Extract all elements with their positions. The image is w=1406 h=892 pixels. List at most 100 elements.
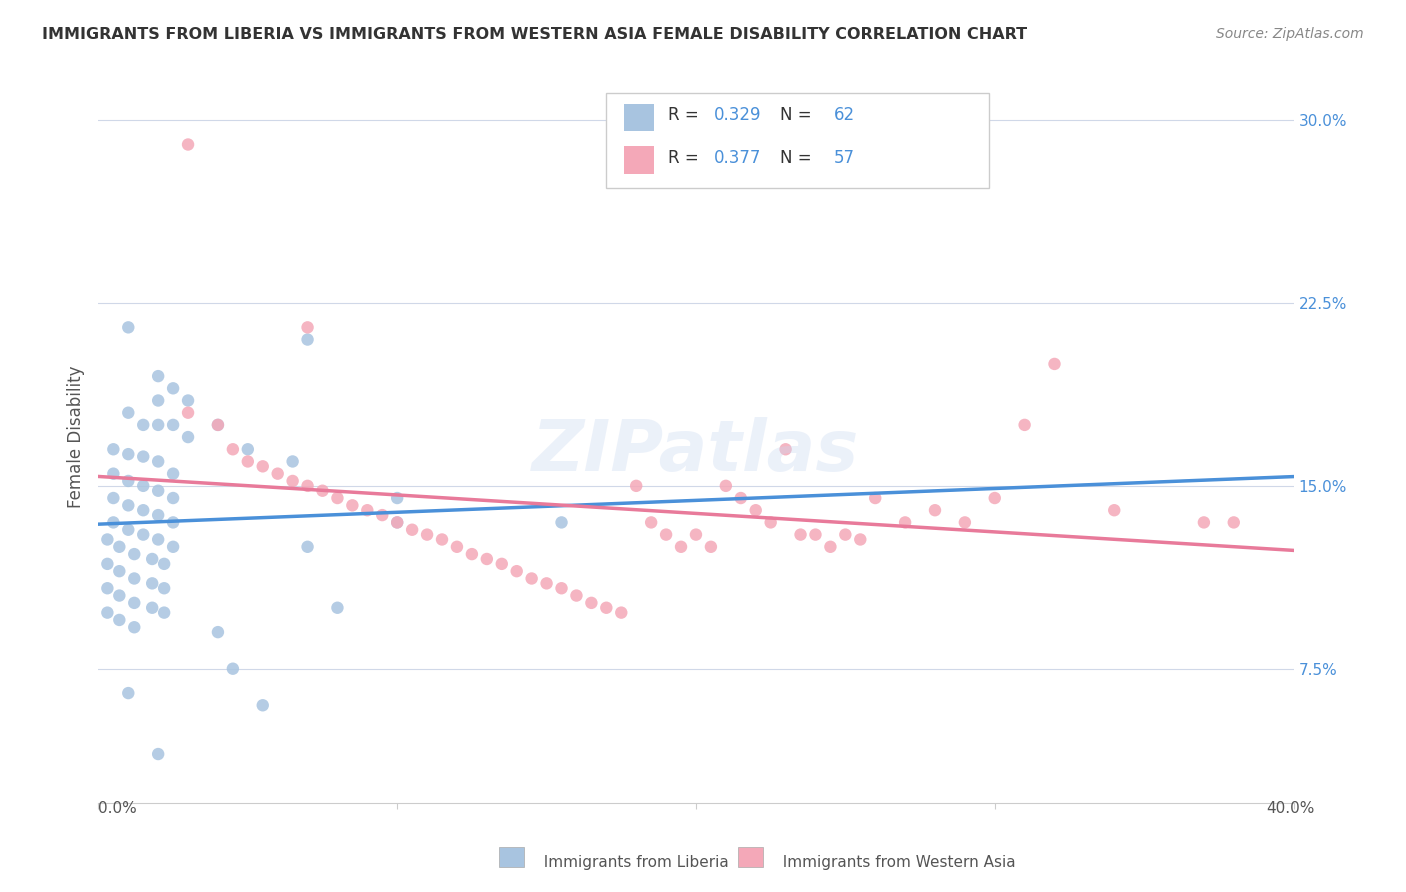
Text: 0.0%: 0.0% [98, 801, 138, 816]
Point [326, 600, 349, 615]
Point [148, 508, 170, 522]
Point [96, 581, 118, 595]
Text: ZIPatlas: ZIPatlas [533, 417, 859, 486]
Point [834, 527, 856, 541]
Text: Immigrants from Liberia: Immigrants from Liberia [534, 855, 730, 870]
Point [96, 557, 118, 571]
Point [385, 516, 409, 530]
Point [281, 454, 304, 468]
Point [297, 479, 319, 493]
Point [401, 523, 423, 537]
Point [177, 430, 200, 444]
Point [1223, 516, 1246, 530]
Text: Immigrants from Western Asia: Immigrants from Western Asia [773, 855, 1017, 870]
Point [207, 625, 229, 640]
Point [1104, 503, 1126, 517]
Point [804, 527, 827, 541]
Point [162, 467, 184, 481]
Y-axis label: Female Disability: Female Disability [66, 366, 84, 508]
Point [685, 527, 707, 541]
Point [820, 540, 842, 554]
Point [924, 503, 946, 517]
Point [124, 547, 146, 561]
Point [108, 589, 131, 603]
Point [865, 491, 887, 505]
Point [117, 406, 139, 420]
Text: 40.0%: 40.0% [1267, 801, 1315, 816]
Text: N =: N = [779, 149, 817, 167]
Point [148, 533, 170, 547]
Point [595, 600, 617, 615]
Point [96, 606, 118, 620]
Point [714, 479, 737, 493]
Point [222, 662, 245, 676]
Point [148, 417, 170, 432]
Point [103, 516, 125, 530]
Point [117, 474, 139, 488]
Point [148, 454, 170, 468]
Point [849, 533, 872, 547]
Point [162, 516, 184, 530]
Text: 0.329: 0.329 [714, 106, 762, 124]
Point [297, 320, 319, 334]
Point [103, 491, 125, 505]
Bar [624, 103, 654, 131]
Point [148, 747, 170, 761]
Text: R =: R = [668, 106, 704, 124]
Point [416, 527, 439, 541]
Point [162, 491, 184, 505]
Point [252, 698, 274, 713]
Point [953, 516, 976, 530]
Point [655, 527, 678, 541]
Point [356, 503, 378, 517]
Point [177, 393, 200, 408]
Point [446, 540, 468, 554]
Point [207, 417, 229, 432]
Point [236, 454, 259, 468]
Point [342, 499, 364, 513]
Point [117, 523, 139, 537]
Point [461, 547, 484, 561]
Point [1014, 417, 1036, 432]
Point [148, 483, 170, 498]
Point [96, 533, 118, 547]
Point [536, 576, 558, 591]
Point [141, 552, 163, 566]
Point [117, 686, 139, 700]
Point [124, 620, 146, 634]
Point [103, 442, 125, 457]
Point [207, 417, 229, 432]
Point [475, 552, 498, 566]
Point [610, 606, 633, 620]
Text: 57: 57 [834, 149, 855, 167]
Text: Source: ZipAtlas.com: Source: ZipAtlas.com [1216, 27, 1364, 41]
Point [297, 540, 319, 554]
Point [1043, 357, 1066, 371]
Point [775, 442, 797, 457]
Point [565, 589, 588, 603]
Point [148, 369, 170, 384]
Point [984, 491, 1007, 505]
Bar [624, 146, 654, 174]
Point [267, 467, 290, 481]
Point [117, 320, 139, 334]
Point [669, 540, 692, 554]
Point [640, 516, 662, 530]
Point [153, 606, 176, 620]
Point [1192, 516, 1215, 530]
Point [520, 572, 543, 586]
Point [124, 596, 146, 610]
Point [550, 516, 572, 530]
Point [108, 540, 131, 554]
Point [222, 442, 245, 457]
Text: 62: 62 [834, 106, 855, 124]
Point [730, 491, 752, 505]
Point [132, 417, 155, 432]
Point [252, 459, 274, 474]
Point [894, 516, 917, 530]
Text: R =: R = [668, 149, 704, 167]
Point [759, 516, 782, 530]
Point [108, 564, 131, 578]
Point [132, 527, 155, 541]
Point [153, 557, 176, 571]
